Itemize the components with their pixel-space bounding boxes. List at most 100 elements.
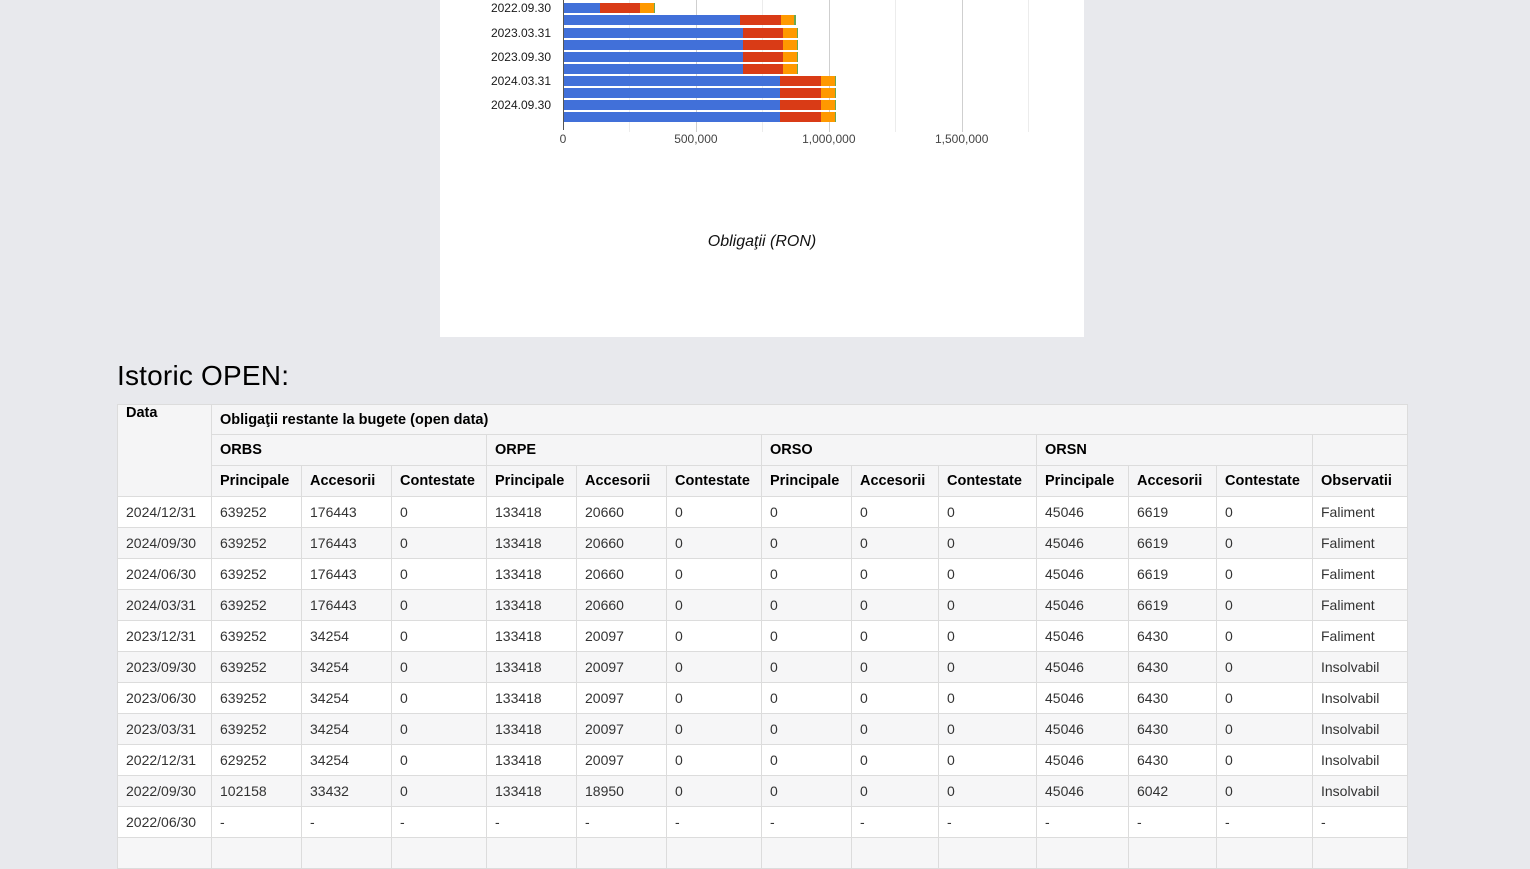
y-axis-label: 2022.09.30	[490, 1, 551, 16]
cell-value: -	[301, 806, 392, 838]
cell-value	[761, 837, 852, 869]
table-row: 2023/12/31 639252 34254 0 133418 20097 0 0 0 0 450…	[117, 620, 1409, 652]
table-row: 2023/03/31 639252 34254 0 133418 20097 0 0 0 0 450…	[117, 713, 1409, 745]
cell-observatii: Insolvabil	[1311, 775, 1409, 807]
budget-group-header-empty	[1311, 434, 1409, 466]
cell-value: 0	[938, 527, 1037, 559]
bar-segment	[653, 3, 656, 14]
bar-segment	[821, 75, 835, 86]
cell-value: 6430	[1128, 713, 1217, 745]
cell-observatii: Faliment	[1311, 589, 1409, 621]
cell-value: 0	[938, 744, 1037, 776]
cell-value: -	[851, 806, 939, 838]
cell-value	[938, 837, 1037, 869]
column-header-principale: Principale	[486, 465, 577, 497]
cell-value: 6619	[1128, 589, 1217, 621]
table-row: 2023/06/30 639252 34254 0 133418 20097 0 0 0 0 450…	[117, 682, 1409, 714]
cell-value: 0	[666, 589, 762, 621]
chart-title: Obligaţii (RON)	[707, 233, 817, 250]
bar-segment	[821, 100, 835, 111]
cell-date: 2023/09/30	[117, 651, 212, 683]
bar-2023.12.31	[563, 63, 799, 74]
cell-date: 2022/06/30	[117, 806, 212, 838]
chart-card: 2022.09.30 2023.03.31 2023.09.30 2024.03.31…	[440, 0, 1084, 337]
cell-value: 0	[938, 558, 1037, 590]
y-axis-label: 2023.03.31	[490, 25, 551, 40]
cell-value: 0	[391, 651, 487, 683]
cell-value: 629252	[211, 744, 302, 776]
cell-value: 0	[761, 713, 852, 745]
table-row: 2022/06/30- - - - - - - - - - - - -	[117, 806, 1409, 838]
cell-value: 0	[851, 682, 939, 714]
bar-segment	[599, 3, 641, 14]
table-header-row-2: ORBS ORPE ORSO ORSN	[118, 434, 1409, 466]
cell-value: 20660	[576, 558, 667, 590]
cell-value: 45046	[1036, 713, 1129, 745]
cell-value: 0	[1216, 496, 1313, 528]
cell-observatii: Insolvabil	[1311, 713, 1409, 745]
gridline	[895, 0, 897, 132]
cell-value	[1216, 837, 1313, 869]
cell-value: 18950	[576, 775, 667, 807]
cell-value: 0	[851, 496, 939, 528]
bar-segment	[563, 3, 600, 14]
cell-value: 20660	[576, 527, 667, 559]
bar-2023.09.30	[563, 51, 799, 62]
cell-value: 6430	[1128, 682, 1217, 714]
column-header-accesorii: Accesorii	[1128, 465, 1217, 497]
cell-value: -	[486, 806, 577, 838]
bar-segment	[780, 15, 795, 26]
bar-segment	[783, 51, 797, 62]
cell-date	[117, 837, 212, 869]
bar-segment	[563, 112, 781, 123]
cell-date: 2024/03/31	[117, 589, 212, 621]
cell-value: -	[391, 806, 487, 838]
column-header-observatii: Observatii	[1311, 465, 1409, 497]
cell-value	[576, 837, 667, 869]
column-header-contestate: Contestate	[666, 465, 762, 497]
bar-2022.09.30	[563, 3, 656, 14]
section-heading: Istoric OPEN:	[117, 360, 290, 391]
cell-value: 133418	[486, 620, 577, 652]
cell-value: 45046	[1036, 527, 1129, 559]
table-row-partial	[117, 837, 1409, 869]
cell-value: 133418	[486, 558, 577, 590]
bar-2023.06.30	[563, 39, 799, 50]
cell-value: 0	[761, 682, 852, 714]
cell-value: 176443	[301, 527, 392, 559]
cell-value: 0	[1216, 527, 1313, 559]
bar-segment	[780, 100, 822, 111]
cell-observatii: Insolvabil	[1311, 744, 1409, 776]
axis-tick	[961, 127, 963, 132]
bar-segment	[796, 39, 799, 50]
table-row: 2024/12/31 639252 176443 0 133418 20660 0 0 0 0 45…	[117, 496, 1409, 528]
cell-value: 0	[666, 527, 762, 559]
bar-segment	[563, 51, 743, 62]
cell-value: 0	[1216, 682, 1313, 714]
column-header-data: Data	[117, 404, 212, 497]
cell-value: 0	[666, 496, 762, 528]
cell-value: 6619	[1128, 558, 1217, 590]
bar-segment	[640, 3, 654, 14]
cell-value: 0	[938, 620, 1037, 652]
cell-value: 45046	[1036, 651, 1129, 683]
cell-value: 20097	[576, 620, 667, 652]
table-row: 2024/09/30 639252 176443 0 133418 20660 0 0 0 0 45…	[117, 527, 1409, 559]
gridline	[961, 0, 963, 132]
cell-value: 0	[666, 651, 762, 683]
cell-value: 34254	[301, 620, 392, 652]
bar-segment	[834, 88, 837, 98]
bar-segment	[780, 88, 822, 98]
cell-value: 6042	[1128, 775, 1217, 807]
cell-value: 34254	[301, 744, 392, 776]
bar-segment	[834, 112, 837, 123]
bar-2024.09.30	[563, 100, 837, 111]
cell-value: 0	[851, 744, 939, 776]
cell-value: 20660	[576, 589, 667, 621]
axis-tick	[828, 127, 830, 132]
bar-segment	[742, 27, 784, 38]
cell-value: 639252	[211, 589, 302, 621]
cell-value: 639252	[211, 558, 302, 590]
bar-segment	[563, 88, 781, 98]
bar-segment	[742, 51, 784, 62]
